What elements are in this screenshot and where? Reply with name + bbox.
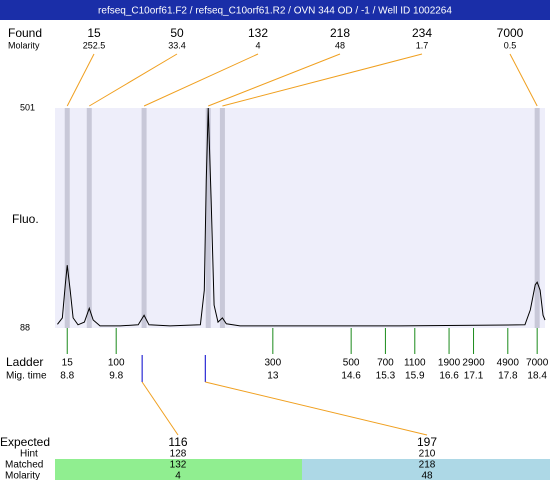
title: refseq_C10orf61.F2 / refseq_C10orf61.R2 …: [98, 6, 452, 17]
mig-time: 16.6: [439, 371, 459, 382]
expected-label: Expected: [0, 435, 50, 449]
peak-band: [205, 108, 211, 328]
molarity-value: 4: [175, 471, 181, 480]
trace: [57, 107, 546, 327]
peak-band: [534, 108, 540, 328]
found-connector: [143, 53, 259, 107]
found-size: 15: [87, 26, 101, 40]
found-label: Found: [8, 26, 42, 40]
expected-value: 116: [168, 435, 187, 449]
matched-value: 218: [419, 460, 436, 471]
matched-value: 132: [170, 460, 187, 471]
mig-time: 9.8: [109, 371, 123, 382]
ladder-size: 15: [62, 358, 74, 369]
ladder-size: 500: [343, 358, 360, 369]
found-size: 132: [248, 26, 268, 40]
ladder-size: 1100: [404, 358, 426, 369]
found-molarity: 4: [255, 40, 260, 50]
hint-label: Hint: [20, 449, 38, 460]
y-tick-label: 88: [20, 322, 30, 332]
ladder-size: 7000: [526, 358, 549, 369]
mig-time: 14.6: [341, 371, 361, 382]
mig-time: 17.8: [498, 371, 518, 382]
molarity-label: Molarity: [5, 471, 40, 480]
ladder-size: 100: [108, 358, 125, 369]
found-size: 234: [412, 26, 432, 40]
ladder-size: 300: [264, 358, 281, 369]
mig-time: 17.1: [464, 371, 484, 382]
found-molarity: 252.5: [83, 40, 106, 50]
found-molarity: 33.4: [168, 40, 186, 50]
found-molarity: 48: [335, 40, 345, 50]
found-size: 7000: [497, 26, 524, 40]
found-connector: [66, 53, 95, 107]
found-molarity: 0.5: [504, 40, 517, 50]
expected-connector: [141, 381, 179, 436]
expected-value: 197: [417, 435, 437, 449]
mig-time: 8.8: [60, 371, 74, 382]
peak-band: [219, 108, 225, 328]
expected-connector: [205, 381, 428, 436]
found-size: 218: [330, 26, 350, 40]
matched-band: [55, 459, 302, 480]
molarity-value: 48: [421, 471, 433, 480]
found-molarity: 1.7: [416, 40, 429, 50]
ladder-label: Ladder: [6, 355, 43, 369]
y-axis-label: Fluo.: [12, 212, 39, 226]
ladder-size: 700: [377, 358, 394, 369]
peak-band: [64, 108, 70, 328]
mig-time-label: Mig. time: [6, 371, 47, 382]
hint-value: 128: [170, 449, 187, 460]
molarity-label: Molarity: [8, 40, 40, 50]
peak-band: [86, 108, 92, 328]
found-connector: [89, 53, 178, 107]
ladder-size: 2900: [462, 358, 485, 369]
ladder-size: 1900: [438, 358, 461, 369]
found-connector: [208, 53, 341, 107]
mig-time: 13: [267, 371, 279, 382]
title-bar: [0, 0, 550, 20]
mig-time: 15.9: [405, 371, 425, 382]
found-connector: [222, 53, 423, 107]
mig-time: 18.4: [527, 371, 547, 382]
y-tick-label: 501: [20, 102, 35, 112]
found-size: 50: [170, 26, 184, 40]
mig-time: 15.3: [376, 371, 396, 382]
peak-band: [141, 108, 147, 328]
plot-area: [55, 108, 545, 328]
hint-value: 210: [419, 449, 436, 460]
matched-label: Matched: [5, 460, 43, 471]
matched-band: [302, 459, 550, 480]
found-connector: [509, 53, 538, 107]
ladder-size: 4900: [497, 358, 520, 369]
